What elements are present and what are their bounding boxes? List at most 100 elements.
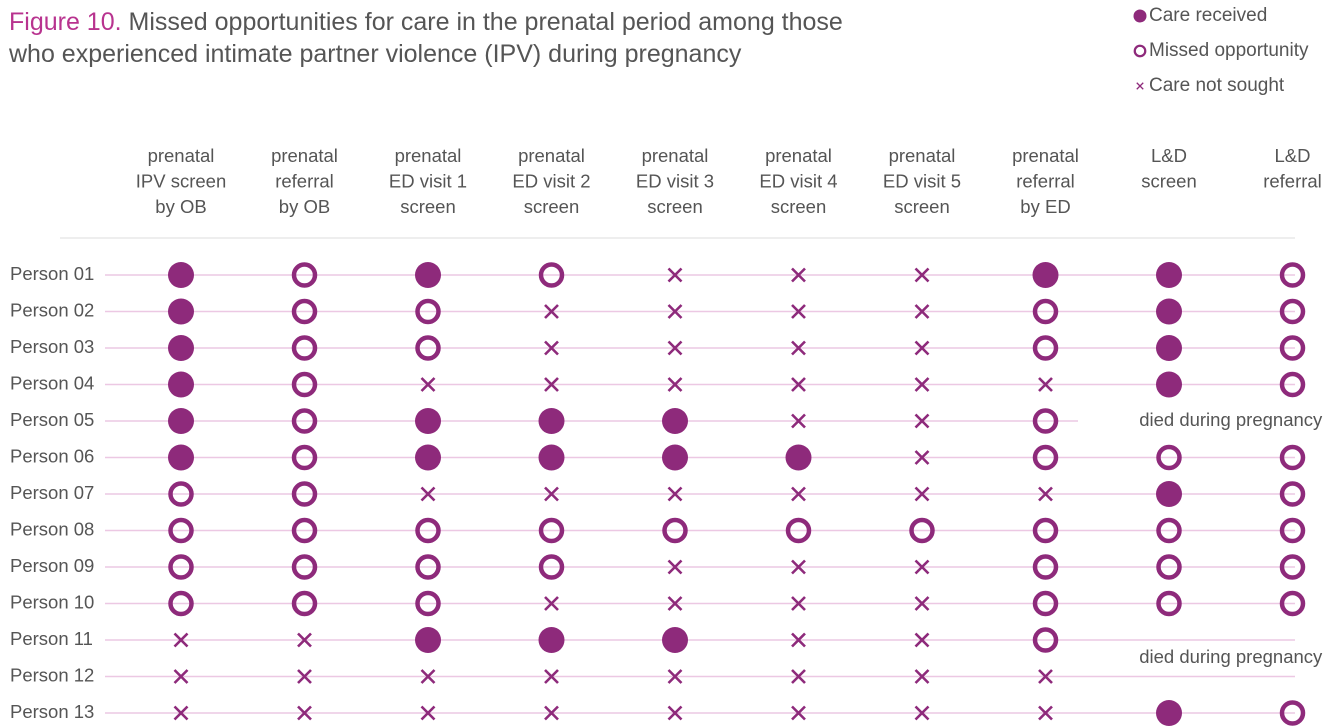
care-not-sought	[914, 304, 930, 319]
column-header: L&D	[1151, 145, 1187, 166]
care-not-sought	[791, 377, 806, 392]
care-not-sought	[420, 705, 436, 721]
care-not-sought	[667, 596, 683, 611]
missed-opportunity	[291, 444, 318, 471]
care-received	[168, 408, 194, 434]
column-header: screen	[400, 196, 456, 217]
column-header: prenatal	[1012, 145, 1079, 166]
missed-opportunity	[1032, 408, 1059, 434]
care-received	[415, 262, 441, 288]
care-not-sought	[1038, 377, 1053, 392]
missed-opportunity	[291, 262, 318, 288]
care-not-sought	[791, 304, 806, 319]
row-label: Person 08	[10, 518, 94, 539]
column-header: screen	[647, 196, 703, 217]
missed-opportunity	[538, 517, 565, 544]
missed-opportunity	[909, 517, 935, 544]
row-label: Person 04	[10, 372, 94, 393]
row-label: Person 02	[10, 299, 94, 320]
care-not-sought	[544, 304, 559, 319]
care-not-sought	[544, 669, 559, 684]
column-header: referral	[1263, 170, 1322, 191]
care-not-sought	[667, 486, 683, 502]
care-received	[168, 444, 194, 471]
care-not-sought	[420, 377, 436, 392]
column-header: ED visit 5	[883, 170, 961, 191]
missed-opportunity	[1032, 444, 1059, 471]
missed-opportunity	[1032, 298, 1059, 325]
care-received	[538, 408, 565, 434]
missed-opportunity	[1279, 517, 1306, 544]
care-received	[1156, 335, 1182, 361]
missed-opportunity	[291, 298, 318, 325]
column-header: prenatal	[271, 145, 338, 166]
care-received	[662, 408, 688, 434]
legend-label: Care received	[1149, 5, 1267, 26]
care-received	[1156, 298, 1182, 325]
annotation: died during pregnancy	[1139, 409, 1323, 430]
title-block: Figure 10. Missed opportunities for care…	[9, 6, 889, 70]
column-header: prenatal	[148, 145, 215, 166]
missed-opportunity	[1032, 517, 1059, 544]
missed-opportunity	[1279, 554, 1306, 580]
care-not-sought	[914, 669, 930, 684]
row-label: Person 01	[10, 263, 94, 284]
care-not-sought	[914, 377, 930, 392]
care-not-sought	[791, 632, 806, 648]
care-not-sought	[544, 340, 559, 356]
care-not-sought	[791, 596, 806, 611]
missed-opportunity	[662, 517, 688, 544]
care-not-sought	[544, 377, 559, 392]
care-received	[662, 444, 688, 471]
care-not-sought	[914, 596, 930, 611]
care-not-sought	[544, 596, 559, 611]
care-not-sought	[667, 705, 683, 721]
care-not-sought	[1038, 486, 1053, 502]
missed-opportunity	[168, 554, 194, 580]
care-not-sought	[791, 340, 806, 356]
missed-opportunity	[415, 335, 441, 361]
missed-opportunity	[1156, 590, 1182, 617]
column-header: ED visit 2	[512, 170, 590, 191]
column-header: L&D	[1275, 145, 1311, 166]
column-header: IPV screen	[136, 170, 227, 191]
missed-opportunity	[415, 554, 441, 580]
column-header: prenatal	[765, 145, 832, 166]
care-received	[415, 627, 441, 653]
row-label: Person 13	[10, 701, 94, 722]
missed-opportunity	[291, 590, 318, 617]
care-received	[168, 298, 194, 325]
row-label: Person 12	[10, 664, 94, 685]
care-not-sought	[914, 632, 930, 648]
care-not-sought	[791, 559, 806, 575]
annotation: died during pregnancy	[1139, 646, 1323, 667]
missed-opportunity	[1156, 444, 1182, 471]
missed-opportunity	[1032, 590, 1059, 617]
care-not-sought	[667, 377, 683, 392]
missed-opportunity	[1279, 371, 1306, 398]
care-not-sought	[667, 669, 683, 684]
missed-opportunity	[415, 517, 441, 544]
care-not-sought	[1038, 669, 1053, 684]
care-not-sought	[420, 669, 436, 684]
care-received	[1032, 262, 1059, 288]
figure-label: Figure 10.	[9, 8, 122, 36]
column-header: ED visit 1	[389, 170, 467, 191]
missed-opportunity	[1156, 517, 1182, 544]
care-received	[1156, 262, 1182, 288]
missed-opportunity	[1279, 262, 1306, 288]
column-header: ED visit 3	[636, 170, 714, 191]
care-not-sought	[914, 559, 930, 575]
care-not-sought	[420, 486, 436, 502]
care-not-sought	[791, 486, 806, 502]
missed-opportunity	[1156, 554, 1182, 580]
missed-opportunity	[1279, 335, 1306, 361]
care-received	[168, 371, 194, 398]
missed-opportunity	[1279, 298, 1306, 325]
care-not-sought	[914, 486, 930, 502]
missed-opportunity	[1032, 627, 1059, 653]
missed-opportunity	[1133, 44, 1147, 58]
column-header: screen	[1141, 170, 1197, 191]
